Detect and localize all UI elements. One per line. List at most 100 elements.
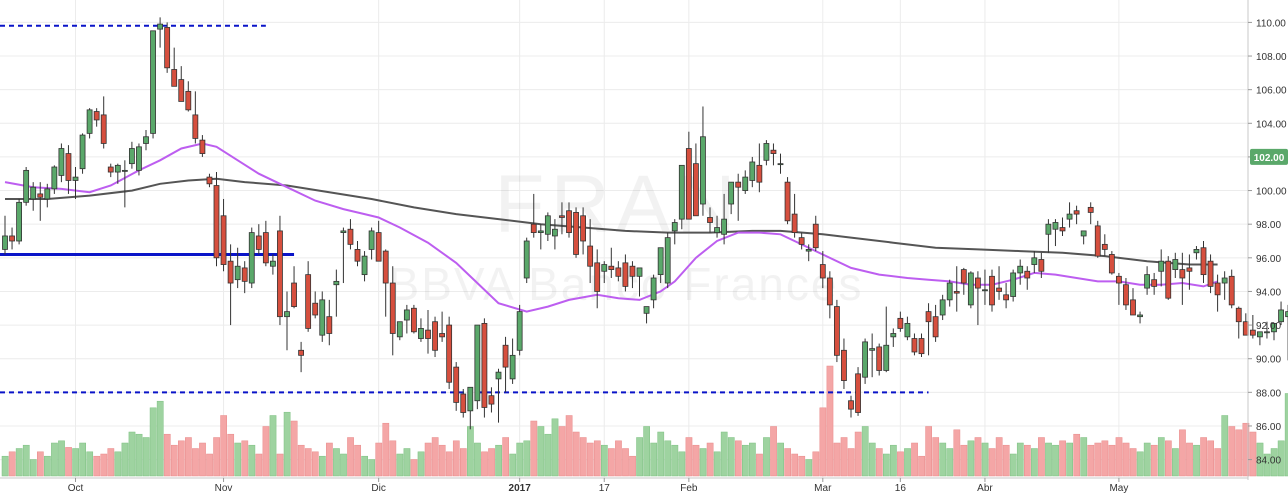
volume-bar xyxy=(383,423,389,476)
volume-bar xyxy=(580,438,586,477)
volume-bar xyxy=(242,441,248,476)
volume-bar xyxy=(961,445,967,476)
volume-bar xyxy=(975,438,981,477)
candle-body xyxy=(567,211,572,233)
volume-bar xyxy=(524,441,530,476)
candle-body xyxy=(820,265,825,278)
candle xyxy=(447,317,452,389)
candle xyxy=(877,344,882,376)
y-tick-label: 84.00 xyxy=(1256,456,1281,467)
candle-body xyxy=(1060,228,1065,231)
volume-bar xyxy=(996,438,1002,477)
candle-body xyxy=(320,300,325,335)
volume-bar xyxy=(785,449,791,477)
candle-body xyxy=(235,266,240,279)
volume-bar xyxy=(51,443,57,476)
volume-bar xyxy=(651,443,657,476)
candle xyxy=(968,271,973,308)
candle-body xyxy=(1250,330,1255,335)
candle-body xyxy=(1046,224,1051,234)
volume-bar xyxy=(488,449,494,477)
candle-body xyxy=(630,266,635,276)
volume-bar xyxy=(87,452,93,476)
volume-bar xyxy=(911,443,917,476)
x-tick-label: Oct xyxy=(68,483,84,494)
volume-bar xyxy=(1109,445,1115,476)
candle-body xyxy=(1109,254,1114,272)
candle xyxy=(277,216,282,325)
candle xyxy=(834,300,839,362)
candle-body xyxy=(1257,332,1262,337)
volume-bar xyxy=(376,443,382,476)
candle-body xyxy=(1102,244,1107,249)
volume-bar xyxy=(150,408,156,476)
candle-body xyxy=(686,149,691,220)
candle-body xyxy=(538,231,543,233)
candle-body xyxy=(1123,285,1128,305)
candle-body xyxy=(588,246,593,266)
candle-body xyxy=(73,177,78,180)
candle xyxy=(665,233,670,288)
volume-bar xyxy=(108,449,114,477)
volume-bar xyxy=(792,454,798,476)
candle-body xyxy=(827,278,832,305)
volume-bar xyxy=(397,454,403,476)
volume-bar xyxy=(425,443,431,476)
candle-body xyxy=(362,256,367,274)
volume-bar xyxy=(1229,427,1235,477)
candle-body xyxy=(849,401,854,409)
candle-body xyxy=(1088,207,1093,212)
volume-bar xyxy=(347,438,353,477)
volume-bar xyxy=(249,445,255,476)
candle-body xyxy=(17,202,22,241)
y-tick-label: 104.00 xyxy=(1256,119,1287,130)
candle-body xyxy=(1074,211,1079,214)
candle-body xyxy=(468,387,473,411)
candle-body xyxy=(256,236,261,249)
volume-bar xyxy=(587,443,593,476)
last-price-label: 102.00 xyxy=(1254,153,1285,164)
candle-body xyxy=(270,261,275,266)
volume-bar xyxy=(1236,430,1242,476)
candle-body xyxy=(172,69,177,86)
candle-body xyxy=(440,333,445,336)
candle-body xyxy=(715,228,720,233)
volume-bar xyxy=(235,443,241,476)
candle-body xyxy=(1053,223,1058,230)
volume-bar xyxy=(622,449,628,477)
volume-bar xyxy=(1222,416,1228,477)
candle-body xyxy=(552,229,557,236)
candle xyxy=(1109,251,1114,275)
candle-body xyxy=(249,233,254,283)
candle-body xyxy=(94,112,99,120)
candle-body xyxy=(1173,259,1178,269)
candle-body xyxy=(1236,308,1241,321)
candle-body xyxy=(602,265,607,272)
candle-body xyxy=(263,233,268,263)
candle-body xyxy=(912,339,917,352)
candle-body xyxy=(221,216,226,265)
candle-body xyxy=(200,140,205,153)
candle-body xyxy=(658,248,663,275)
y-tick-label: 108.00 xyxy=(1256,52,1287,63)
volume-bar xyxy=(1137,452,1143,476)
candle-body xyxy=(665,238,670,283)
volume-bar xyxy=(65,447,71,476)
candle-body xyxy=(863,342,868,377)
volume-bar xyxy=(214,438,220,477)
candle-body xyxy=(975,278,980,288)
candle-body xyxy=(856,374,861,413)
volume-bar xyxy=(1038,438,1044,477)
candle-body xyxy=(926,312,931,322)
volume-bar xyxy=(58,441,64,476)
candle-body xyxy=(66,154,71,181)
candle-body xyxy=(1004,295,1009,300)
candle-body xyxy=(348,229,353,244)
volume-bar xyxy=(968,441,974,476)
volume-bar xyxy=(221,416,227,477)
volume-bar xyxy=(432,438,438,477)
candle xyxy=(475,325,480,409)
candle-body xyxy=(1025,271,1030,278)
candle-body xyxy=(898,318,903,328)
volume-bar xyxy=(404,449,410,477)
